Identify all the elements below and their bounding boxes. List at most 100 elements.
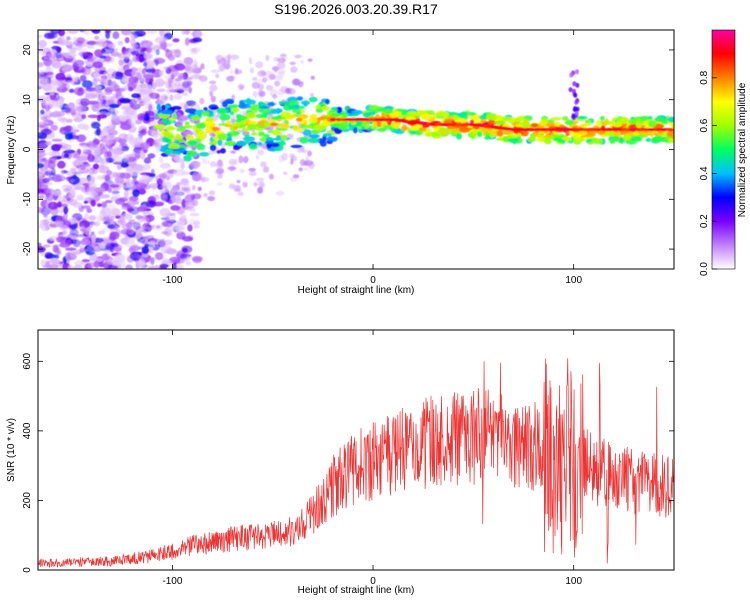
spectrogram-cell: [186, 134, 194, 141]
spectrogram-cell: [132, 149, 142, 156]
spectrogram-cell: [174, 155, 182, 162]
spectrogram-cell: [270, 116, 282, 121]
spectrogram-cell: [92, 61, 104, 68]
spectrogram-cell: [314, 124, 326, 131]
spectrogram-cell: [185, 261, 192, 266]
spectrogram-cell: [128, 122, 135, 127]
spectrogram-cell: [59, 224, 68, 231]
spectrogram-cell: [159, 172, 167, 179]
spectrogram-cell: [91, 235, 96, 243]
spectrogram-cell: [115, 71, 124, 77]
spectrogram-cell: [189, 47, 201, 53]
spectrogram-cell: [57, 160, 66, 169]
spectrogram-cell: [322, 133, 333, 137]
spectrogram-cell: [66, 36, 71, 41]
spectrogram-cell: [285, 87, 290, 94]
spectrogram-cell: [515, 123, 523, 128]
spectrogram-cell: [102, 96, 114, 100]
spectrogram-cell: [248, 167, 256, 172]
spectrogram-cell: [220, 57, 227, 66]
spectrogram-cell: [139, 226, 152, 231]
spectrogram-cell: [51, 50, 57, 59]
spectrogram-cell: [138, 246, 146, 250]
spectrogram-cell: [162, 81, 167, 85]
spectrogram-cell: [255, 61, 264, 69]
spectrogram-cell: [161, 231, 169, 235]
spectrogram-cell: [296, 128, 305, 132]
spectrogram-cell: [174, 82, 182, 87]
spectrogram-cell: [237, 83, 245, 90]
spectrogram-cell: [235, 69, 243, 75]
spectrogram-cell: [291, 155, 298, 162]
spectrogram-cell: [510, 117, 516, 123]
colorbar-tick-label: 0.6: [699, 118, 710, 132]
spectrogram-cell: [131, 93, 141, 99]
spectrogram-cell: [90, 231, 95, 235]
spectrogram-cell: [57, 201, 62, 208]
spectrogram-cell: [101, 227, 110, 233]
spectrogram-cell: [209, 84, 218, 92]
spectrogram-cell: [199, 97, 205, 105]
spectrogram-cell: [289, 61, 296, 66]
spectrogram-cell: [207, 150, 216, 155]
spectrogram-cell: [232, 184, 242, 191]
spectrogram-cell: [300, 60, 304, 64]
spectrogram-cell: [174, 195, 182, 205]
spectrogram-cell: [182, 92, 189, 96]
spectrogram-cell: [275, 130, 282, 136]
spectrogram-cell: [401, 124, 408, 132]
spectrogram-cell: [191, 185, 196, 191]
spectrogram-cell: [654, 116, 665, 123]
spectrogram-cell: [154, 124, 166, 129]
spectrogram-cell: [56, 46, 62, 53]
spectrogram-cell: [296, 117, 303, 122]
spectrogram-cell: [280, 134, 288, 140]
spectrogram-cell: [57, 85, 65, 89]
spectrogram-cell: [271, 142, 280, 148]
spectrogram-cell: [140, 184, 151, 190]
spectrogram-cell: [653, 135, 665, 143]
y-tick-label: 600: [22, 353, 33, 370]
spectrogram-cell: [194, 31, 200, 37]
spectrogram-cell: [132, 221, 141, 230]
spectrogram-cell: [230, 123, 242, 127]
spectrogram-cell: [193, 220, 201, 227]
spectrogram-cell: [161, 117, 168, 124]
snr-series-line: [38, 358, 674, 569]
spectrogram-cell: [51, 167, 56, 176]
spectrogram-cell: [405, 116, 415, 121]
spectrogram-cell: [71, 112, 83, 118]
spectrogram-cell: [248, 120, 258, 125]
spectrogram-cell: [185, 67, 195, 74]
spectrogram-cell: [186, 192, 194, 198]
spectrogram-cell: [158, 156, 164, 164]
spectrogram-cell: [41, 83, 52, 92]
spectrogram-cell: [574, 99, 579, 105]
spectrogram-cell: [571, 113, 576, 119]
spectrogram-cell: [137, 258, 146, 268]
spectrogram-cell: [181, 171, 191, 175]
spectrogram-cell: [591, 138, 604, 145]
spectrogram-cell: [179, 214, 187, 220]
spectrogram-cell: [142, 41, 152, 48]
spectrogram-cell: [152, 82, 157, 90]
spectrogram-cell: [280, 140, 285, 144]
spectrogram-cell: [295, 104, 300, 108]
spectrogram-cell: [613, 137, 620, 142]
spectrogram-cell: [111, 115, 120, 122]
spectrogram-cell: [256, 78, 264, 85]
spectrogram-cell: [484, 136, 490, 140]
spectrogram-cell: [218, 64, 224, 72]
spectrogram-cell: [376, 127, 387, 132]
spectrogram-cell: [172, 223, 185, 230]
spectrogram-cell: [298, 105, 305, 110]
spectrogram-cell: [193, 63, 198, 69]
spectrogram-cell: [630, 135, 642, 141]
spectrogram-cell: [161, 220, 174, 228]
spectrogram-cell: [244, 133, 250, 138]
spectrogram-cell: [176, 220, 186, 225]
spectrogram-cell: [330, 113, 340, 117]
spectrogram-cell: [157, 82, 162, 87]
spectrogram-cell: [53, 190, 62, 197]
